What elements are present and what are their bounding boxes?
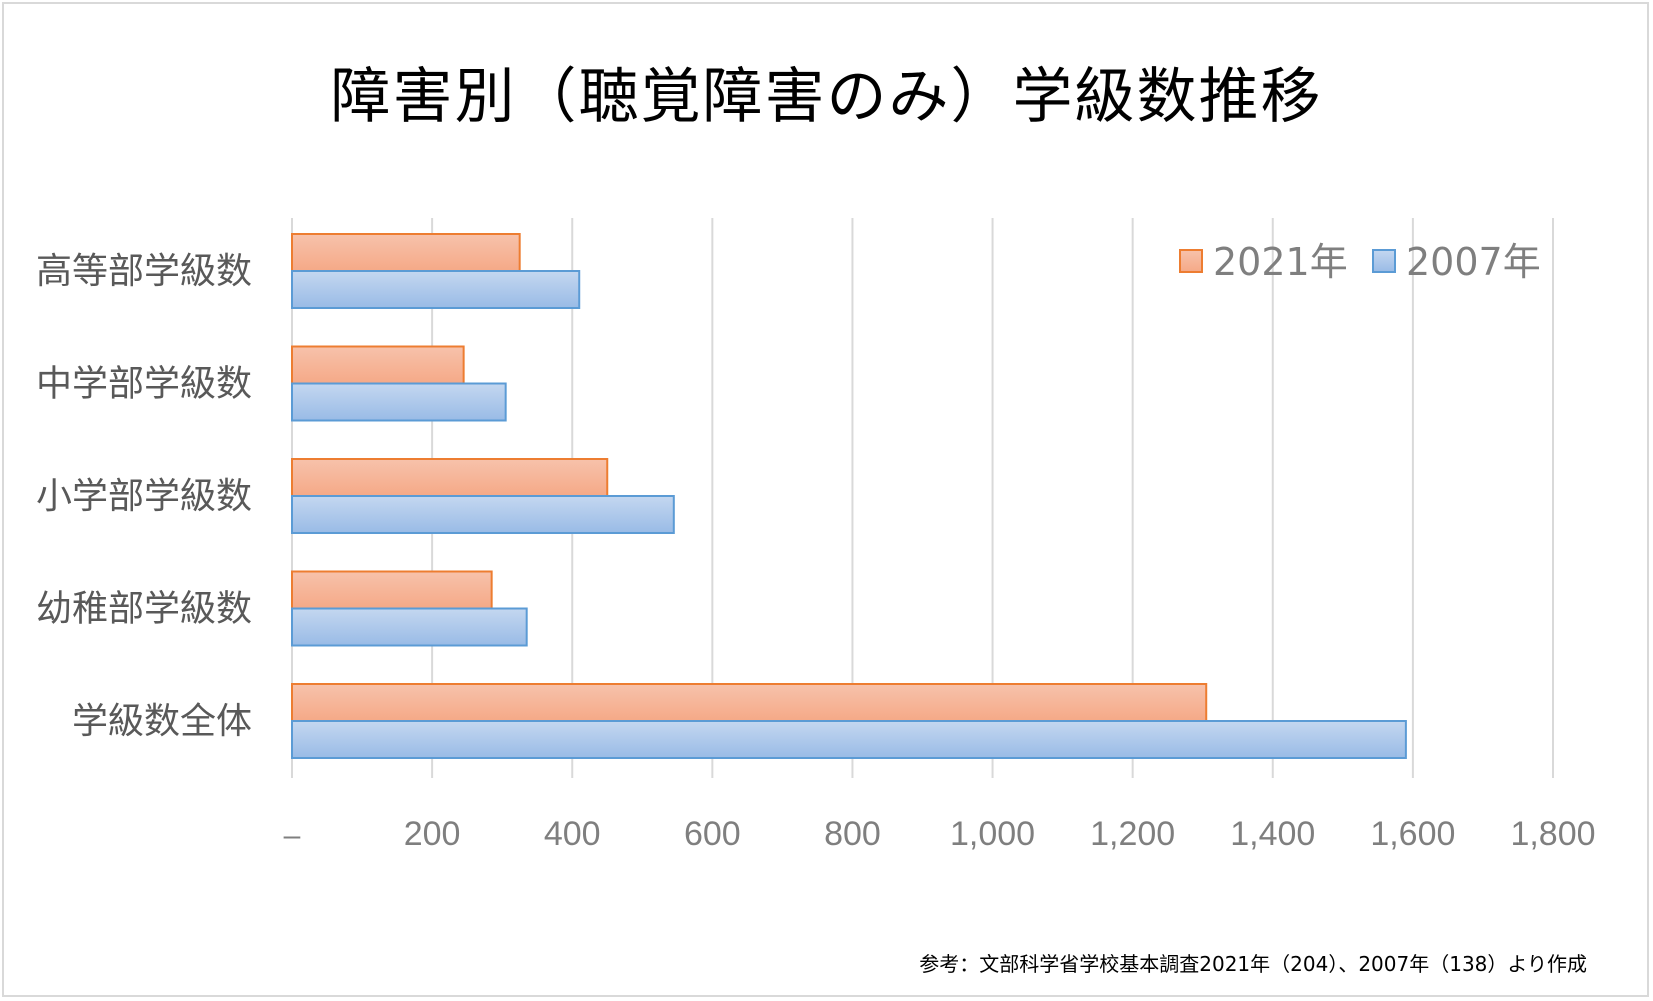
bar-2-1 — [291, 495, 675, 534]
x-tick-label-1400: 1,400 — [1230, 815, 1315, 853]
category-label-4: 学級数全体 — [72, 701, 252, 742]
category-label-1: 中学部学級数 — [36, 364, 252, 405]
x-tick-label-1800: 1,800 — [1510, 815, 1595, 853]
x-tick-label-200: 200 — [404, 815, 461, 853]
bar-3-1 — [291, 607, 528, 647]
x-tick-label-400: 400 — [544, 815, 601, 853]
bar-0-0 — [291, 233, 521, 272]
x-tick-label-800: 800 — [824, 815, 881, 853]
x-tick-label-1000: 1,000 — [950, 815, 1035, 853]
legend-swatch-1 — [1372, 249, 1396, 273]
category-label-0: 高等部学級数 — [36, 251, 252, 292]
bars — [291, 233, 1407, 759]
chart-title: 障害別（聴覚障害のみ）学級数推移 — [330, 62, 1323, 132]
category-label-3: 幼稚部学級数 — [36, 589, 252, 630]
x-tick-label-600: 600 — [684, 815, 741, 853]
x-tick-label-0: – — [284, 819, 301, 852]
legend: 2021年 2007年 — [1179, 240, 1541, 284]
bar-1-1 — [291, 382, 507, 422]
bar-4-1 — [291, 720, 1407, 759]
x-tick-label-1600: 1,600 — [1370, 815, 1455, 853]
source-note: 参考：文部科学省学校基本調査2021年（204）、2007年（138）より作成 — [919, 952, 1587, 976]
bar-4-0 — [291, 683, 1208, 722]
category-label-2: 小学部学級数 — [36, 476, 252, 517]
legend-label-0: 2021年 — [1213, 240, 1348, 284]
bar-0-1 — [291, 270, 581, 309]
x-tick-label-1200: 1,200 — [1090, 815, 1175, 853]
bar-1-0 — [291, 345, 465, 385]
bar-2-0 — [291, 458, 609, 497]
legend-label-1: 2007年 — [1406, 240, 1541, 284]
axes: – 200 400 600 800 1,000 1,200 1,400 1,600 1,800 高等… — [36, 251, 1596, 853]
bar-3-0 — [291, 570, 493, 610]
legend-swatch-0 — [1179, 249, 1203, 273]
